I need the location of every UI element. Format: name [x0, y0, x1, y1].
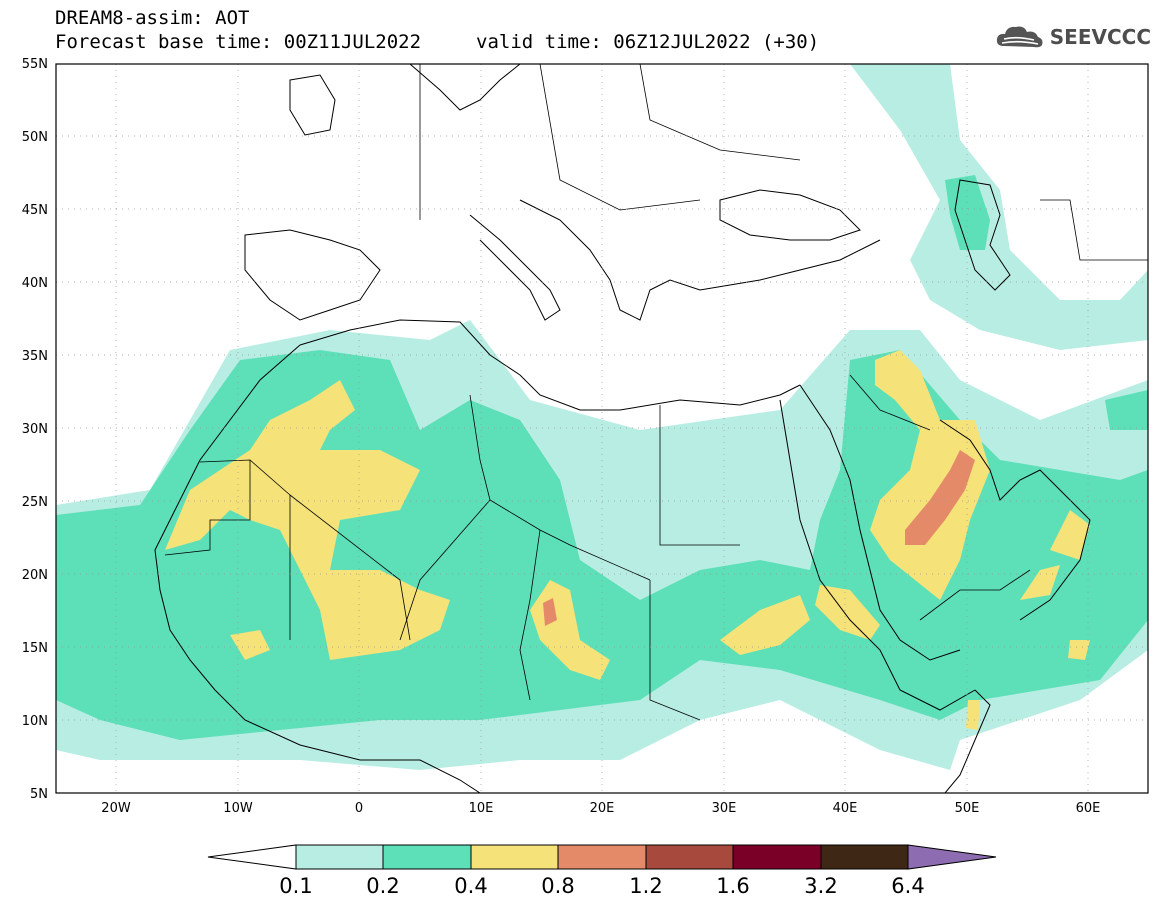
border-segment: [399, 499, 491, 641]
lon-tick-label: 0: [355, 801, 363, 816]
aot-band-0.4-somalia: [1068, 640, 1090, 660]
cloud-icon: [996, 26, 1043, 48]
aot-band-0.4-eritrea: [815, 585, 880, 640]
border-segment: [519, 529, 541, 701]
border-segment: [539, 64, 701, 211]
lat-tick-label: 40N: [22, 276, 48, 291]
aot-band-0.4-horn: [966, 700, 980, 730]
coast-scandinavia: [409, 64, 521, 111]
seevccc-logo: SEEVCCC: [994, 22, 1151, 52]
border-segment: [164, 460, 251, 556]
lat-tick-label: 20N: [22, 568, 48, 583]
colorbar-label: 1.2: [629, 874, 662, 898]
coast-italy: [469, 214, 561, 321]
lon-tick-label: 50E: [955, 801, 980, 816]
coast-west-africa: [154, 344, 481, 793]
colorbar-label: 0.1: [279, 874, 312, 898]
coast-black-sea: [719, 189, 861, 241]
aot-band-0.4-oman: [1050, 510, 1090, 560]
aot-band-0.8-arabia: [905, 450, 975, 545]
lon-tick-label: 40E: [833, 801, 858, 816]
coast-red-sea-east: [799, 384, 961, 661]
border-segment: [199, 459, 291, 640]
colorbar-label: 0.2: [366, 874, 399, 898]
logo-text: SEEVCCC: [1049, 25, 1151, 49]
aot-band-0.2-gulf: [1105, 390, 1148, 430]
colorbar-label: 0.8: [541, 874, 574, 898]
colorbar-label: 3.2: [804, 874, 837, 898]
colorbar-segment: [820, 844, 909, 870]
lat-tick-label: 25N: [22, 495, 48, 510]
aot-band-0.8-chad: [543, 598, 557, 626]
lat-tick-label: 50N: [22, 130, 48, 145]
colorbar-label: 6.4: [891, 874, 924, 898]
lat-tick-label: 35N: [22, 349, 48, 364]
colorbar-segment: [557, 844, 647, 870]
coast-north-africa: [299, 319, 801, 411]
aot-band-0.4-arabia: [870, 350, 990, 600]
aot-band-0.1-caspian: [850, 64, 1148, 350]
colorbar-segment: [470, 844, 559, 870]
colorbar-labels: 0.1 0.2 0.4 0.8 1.2 1.6 3.2 6.4: [279, 874, 924, 898]
valid-time: valid time: 06Z12JUL2022 (+30): [476, 31, 820, 53]
lon-axis: 20W 10W 0 10E 20E 30E 40E 50E 60E: [101, 801, 1100, 816]
lon-tick-label: 20W: [101, 801, 131, 816]
lat-tick-label: 55N: [22, 57, 48, 72]
lat-axis: 55N 50N 45N 40N 35N 30N 25N 20N 15N 10N …: [22, 57, 48, 802]
colorbar-low-arrow: [207, 844, 297, 870]
border-segment: [639, 64, 801, 161]
lat-tick-label: 15N: [22, 641, 48, 656]
coast-caspian: [954, 179, 1011, 291]
coastlines: [154, 64, 1091, 793]
lat-tick-label: 45N: [22, 203, 48, 218]
colorbar-segment: [645, 844, 734, 870]
coast-red-sea-west: [779, 399, 976, 711]
coast-europe: [244, 229, 381, 321]
coast-uk: [289, 74, 336, 136]
colorbar-segment: [732, 844, 822, 870]
colorbar-high-arrow: [907, 844, 997, 870]
coast-balkans: [519, 199, 881, 321]
aot-band-0.4-sudan: [720, 595, 810, 655]
lat-tick-label: 30N: [22, 422, 48, 437]
lon-tick-label: 10W: [223, 801, 253, 816]
border-segment: [469, 394, 651, 581]
map-grid: [56, 64, 1148, 793]
forecast-base-time: Forecast base time: 00Z11JUL2022: [55, 31, 422, 53]
border-segment: [649, 580, 701, 721]
colorbar-label: 1.6: [716, 874, 749, 898]
aot-band-0.2-caspian: [945, 175, 990, 250]
aot-band-0.4-small: [230, 630, 270, 660]
coast-somalia: [944, 689, 991, 793]
coast-persian-gulf: [939, 419, 1091, 621]
lon-tick-label: 30E: [712, 801, 737, 816]
colorbar-segment: [295, 844, 384, 870]
lat-tick-label: 5N: [30, 787, 48, 802]
lon-tick-label: 10E: [469, 801, 494, 816]
border-segment: [659, 405, 740, 546]
border-segment: [919, 569, 1031, 621]
lon-tick-label: 20E: [590, 801, 615, 816]
colorbar-segment: [382, 844, 472, 870]
aot-band-0.4-sahara: [165, 380, 450, 660]
colorbar-label: 0.4: [454, 874, 487, 898]
lon-tick-label: 60E: [1076, 801, 1101, 816]
border-segment: [849, 374, 931, 431]
border-segment: [1040, 199, 1148, 261]
map-frame: [55, 63, 1149, 794]
country-borders: [164, 64, 1148, 721]
aot-band-0.4-oman2: [1020, 565, 1060, 600]
colorbar: [207, 844, 997, 870]
lat-tick-label: 10N: [22, 714, 48, 729]
map-title: DREAM8-assim: AOT: [55, 7, 250, 29]
